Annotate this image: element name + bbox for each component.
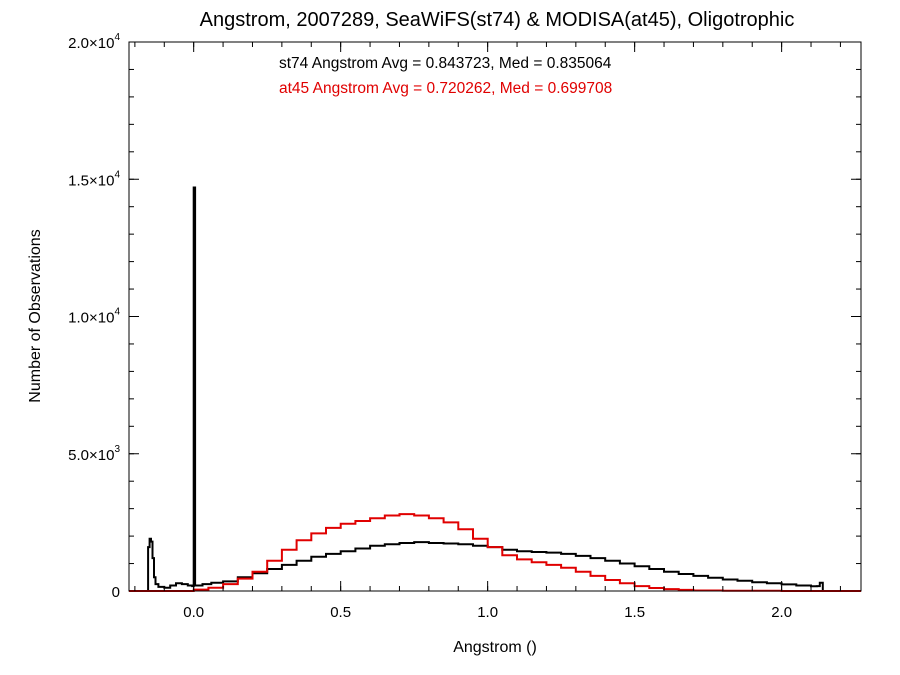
- x-tick-label: 0.5: [330, 604, 351, 621]
- y-axis-label: Number of Observations: [27, 229, 44, 402]
- annotation-at45: at45 Angstrom Avg = 0.720262, Med = 0.69…: [279, 80, 612, 97]
- series-line-0: [129, 186, 861, 592]
- y-tick-label: 1.0×104: [68, 307, 120, 327]
- chart-title: Angstrom, 2007289, SeaWiFS(st74) & MODIS…: [200, 9, 795, 31]
- y-tick-label: 1.5×104: [68, 169, 120, 189]
- x-tick-label: 1.0: [477, 604, 498, 621]
- x-axis-label: Angstrom (): [453, 639, 537, 656]
- series-layer: [129, 186, 861, 592]
- x-tick-label: 1.5: [624, 604, 645, 621]
- y-tick-label: 2.0×104: [68, 32, 120, 52]
- annotation-st74: st74 Angstrom Avg = 0.843723, Med = 0.83…: [279, 55, 612, 72]
- y-tick-label: 5.0×103: [68, 444, 120, 464]
- series-line-1: [129, 513, 861, 592]
- x-tick-label: 0.0: [183, 604, 204, 621]
- y-tick-label: 0: [112, 584, 120, 601]
- x-tick-label: 2.0: [771, 604, 792, 621]
- plot-frame: [128, 41, 862, 592]
- tick-layer: 0.0 0.5 1.0 1.5 2.0 0 5.0×103 1.0×104 1.5×104 2.0…: [68, 32, 861, 621]
